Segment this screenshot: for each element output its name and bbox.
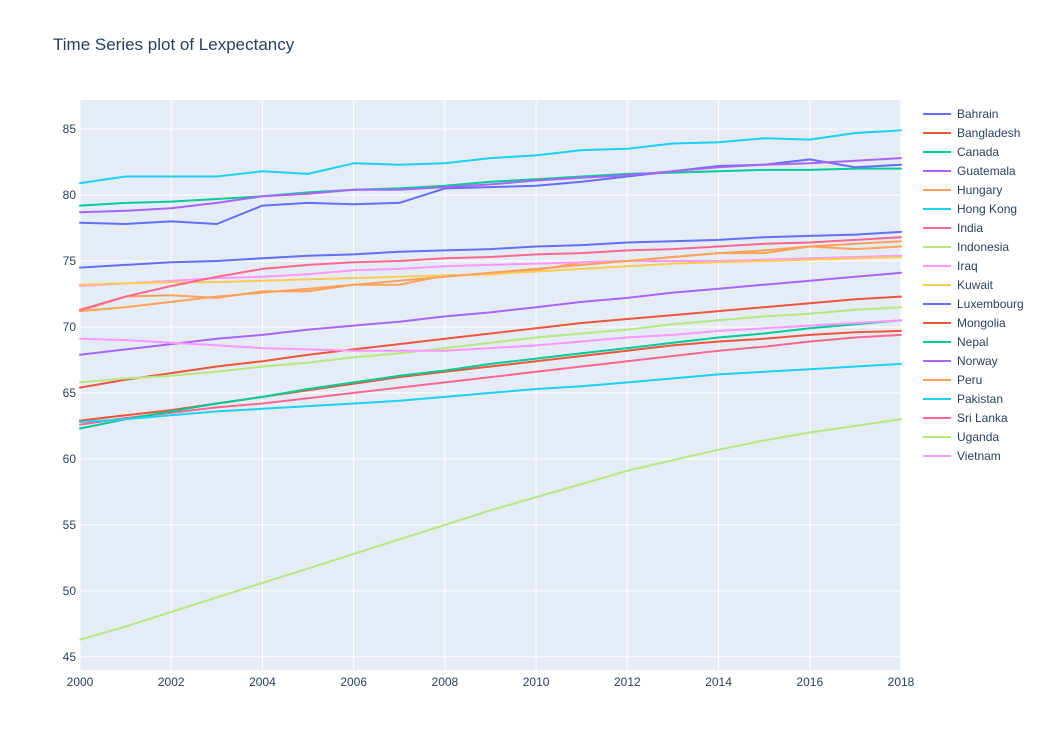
legend-item[interactable]: Norway [923,354,998,368]
legend-label: Mongolia [957,316,1006,330]
x-tick-label: 2006 [340,675,367,689]
legend-item[interactable]: Luxembourg [923,297,1024,311]
y-tick-label: 65 [63,386,77,400]
series-line-indonesia [79,306,902,384]
legend-label: Iraq [957,259,978,273]
legend-label: India [957,221,983,235]
x-tick-label: 2016 [796,675,823,689]
series-line-vietnam [79,319,902,352]
legend-label: Canada [957,145,999,159]
x-tick-label: 2004 [249,675,276,689]
y-tick-label: 80 [63,188,77,202]
legend-label: Kuwait [957,278,994,292]
legend-item[interactable]: Guatemala [923,164,1016,178]
series-line-iraq [79,254,902,287]
series-line-nepal [79,319,902,430]
legend-item[interactable]: Hong Kong [923,202,1017,216]
legend: Bahrain Bangladesh Canada Guatemala Hungary H… [923,107,1024,463]
legend-label: Luxembourg [957,297,1024,311]
legend-label: Pakistan [957,392,1003,406]
legend-item[interactable]: Vietnam [923,449,1001,463]
legend-item[interactable]: Sri Lanka [923,411,1008,425]
legend-label: Hungary [957,183,1002,197]
x-tick-label: 2014 [705,675,732,689]
legend-item[interactable]: Hungary [923,183,1002,197]
y-tick-label: 85 [63,122,77,136]
y-tick-label: 45 [63,650,77,664]
x-tick-label: 2018 [888,675,915,689]
legend-item[interactable]: Kuwait [923,278,994,292]
legend-label: Norway [957,354,998,368]
legend-label: Nepal [957,335,988,349]
legend-item[interactable]: Mongolia [923,316,1006,330]
legend-label: Sri Lanka [957,411,1008,425]
legend-item[interactable]: Canada [923,145,999,159]
legend-label: Indonesia [957,240,1009,254]
y-axis-ticks: 45 50 55 60 65 70 75 80 85 [63,122,77,664]
series-line-canada [79,167,902,207]
legend-label: Bangladesh [957,126,1020,140]
y-tick-label: 55 [63,518,77,532]
plot-area [80,100,901,670]
series-line-sri-lanka [79,236,902,311]
series-line-peru [79,240,902,313]
x-tick-label: 2002 [158,675,185,689]
series-line-norway [79,157,902,214]
legend-item[interactable]: Iraq [923,259,978,273]
legend-item[interactable]: Pakistan [923,392,1003,406]
y-tick-label: 50 [63,584,77,598]
x-tick-label: 2008 [432,675,459,689]
legend-label: Peru [957,373,982,387]
legend-label: Vietnam [957,449,1001,463]
series-lines [79,129,902,641]
x-tick-label: 2010 [523,675,550,689]
grid-lines [79,100,902,670]
legend-label: Hong Kong [957,202,1017,216]
legend-item[interactable]: Uganda [923,430,999,444]
chart-title: Time Series plot of Lexpectancy [53,35,295,54]
series-line-bahrain [79,230,902,269]
series-line-hong-kong [79,129,902,185]
series-line-bangladesh [79,295,902,389]
x-axis-ticks: 2000 2002 2004 2006 2008 2010 2012 2014 2016 2018 [67,675,915,689]
legend-item[interactable]: Bahrain [923,107,998,121]
series-line-pakistan [79,362,902,423]
series-line-guatemala [79,271,902,356]
legend-item[interactable]: Bangladesh [923,126,1020,140]
legend-item[interactable]: Peru [923,373,982,387]
legend-item[interactable]: Indonesia [923,240,1009,254]
legend-item[interactable]: India [923,221,983,235]
legend-label: Guatemala [957,164,1016,178]
x-tick-label: 2012 [614,675,641,689]
series-line-kuwait [79,256,902,286]
legend-label: Bahrain [957,107,998,121]
legend-label: Uganda [957,430,999,444]
series-line-india [79,333,902,426]
series-line-uganda [79,418,902,641]
legend-item[interactable]: Nepal [923,335,988,349]
y-tick-label: 70 [63,320,77,334]
x-tick-label: 2000 [67,675,94,689]
y-tick-label: 60 [63,452,77,466]
y-tick-label: 75 [63,254,77,268]
